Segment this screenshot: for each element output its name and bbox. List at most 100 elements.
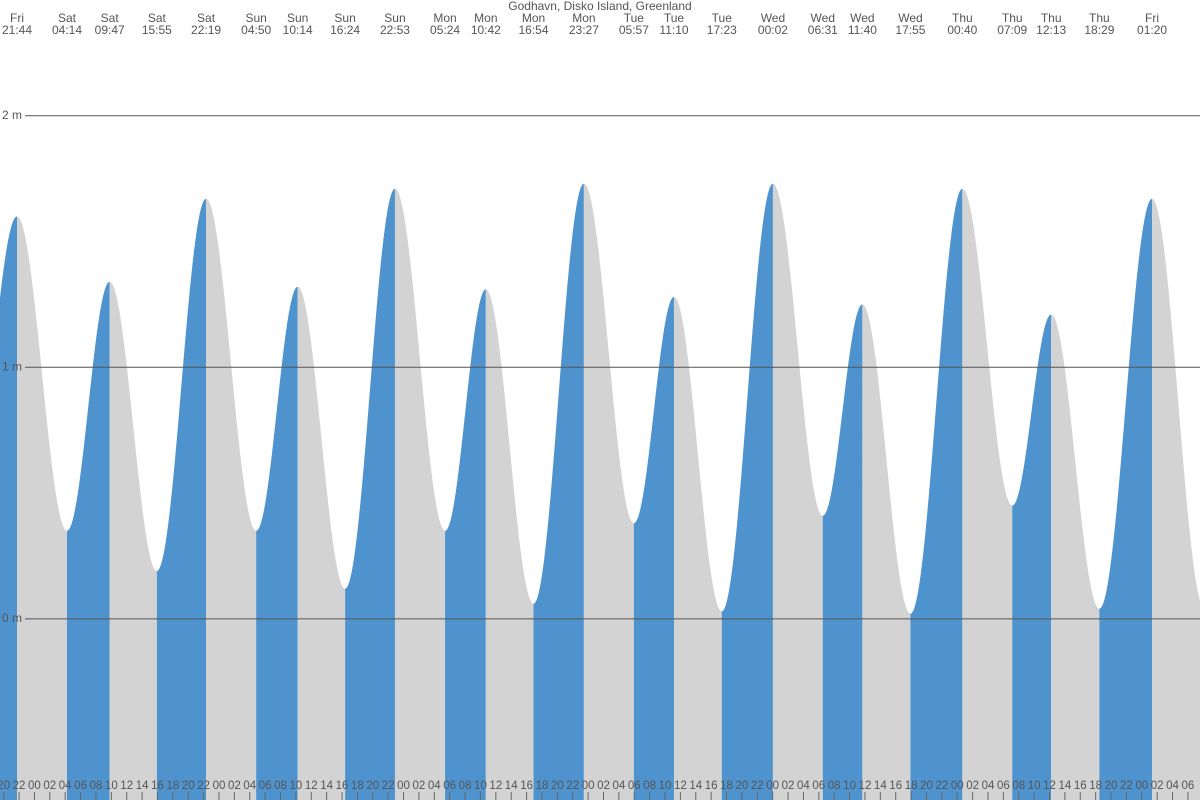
extreme-day: Sat (197, 11, 216, 25)
x-tick-label: 22 (751, 780, 764, 792)
extreme-time: 10:14 (283, 23, 313, 37)
y-tick-label: 0 m (2, 611, 22, 625)
x-tick-label: 06 (443, 780, 456, 792)
tide-segment (962, 188, 1013, 800)
extreme-time: 11:10 (659, 23, 688, 37)
x-tick-label: 08 (459, 780, 472, 792)
x-tick-label: 00 (28, 780, 41, 792)
x-tick-label: 00 (213, 780, 226, 792)
y-tick-label: 2 m (2, 108, 22, 122)
extreme-time: 16:24 (330, 23, 360, 37)
tide-segment (583, 183, 634, 800)
x-tick-label: 00 (397, 780, 410, 792)
extreme-day: Tue (624, 11, 645, 25)
extreme-time: 15:55 (142, 23, 172, 37)
x-tick-label: 04 (1166, 780, 1179, 792)
x-tick-label: 14 (136, 780, 149, 792)
x-tick-label: 16 (889, 780, 902, 792)
extreme-day: Sat (58, 11, 77, 25)
extreme-time: 06:31 (808, 23, 838, 37)
extreme-time: 21:44 (2, 23, 32, 37)
x-tick-label: 10 (105, 780, 118, 792)
extreme-time: 16:54 (518, 23, 548, 37)
x-tick-label: 02 (43, 780, 56, 792)
tide-segment (673, 296, 722, 800)
chart-title: Godhavn, Disko Island, Greenland (508, 0, 691, 13)
x-tick-label: 04 (612, 780, 625, 792)
extreme-day: Tue (712, 11, 733, 25)
extreme-time: 01:20 (1137, 23, 1167, 37)
x-tick-label: 18 (351, 780, 364, 792)
x-tick-label: 20 (920, 780, 933, 792)
x-tick-label: 22 (382, 780, 395, 792)
tide-segment (910, 188, 963, 800)
extreme-day: Mon (474, 11, 497, 25)
x-tick-label: 10 (1028, 780, 1041, 792)
x-tick-label: 08 (1012, 780, 1025, 792)
overlay: 0 m1 m2 mFri21:44Sat04:14Sat09:47Sat15:5… (0, 11, 1200, 800)
extreme-time: 10:42 (471, 23, 501, 37)
x-tick-label: 08 (828, 780, 841, 792)
extreme-time: 17:23 (707, 23, 737, 37)
x-tick-label: 14 (320, 780, 333, 792)
tide-segment (822, 304, 863, 800)
x-tick-label: 12 (489, 780, 502, 792)
tide-segment (445, 289, 486, 800)
x-tick-label: 20 (182, 780, 195, 792)
extreme-day: Thu (1002, 11, 1023, 25)
x-tick-label: 02 (597, 780, 610, 792)
x-tick-label: 16 (151, 780, 164, 792)
x-tick-label: 20 (0, 780, 10, 792)
tide-segment (17, 216, 67, 800)
extreme-time: 09:47 (95, 23, 125, 37)
extreme-time: 17:55 (895, 23, 925, 37)
extreme-day: Thu (952, 11, 973, 25)
y-tick-label: 1 m (2, 359, 22, 373)
tide-segment (1099, 198, 1153, 800)
x-tick-label: 16 (520, 780, 533, 792)
x-tick-label: 04 (428, 780, 441, 792)
x-tick-label: 14 (689, 780, 702, 792)
tide-segment (633, 296, 674, 800)
x-tick-label: 08 (90, 780, 103, 792)
x-tick-label: 20 (736, 780, 749, 792)
x-tick-label: 16 (336, 780, 349, 792)
x-tick-label: 08 (274, 780, 287, 792)
tide-segment (206, 198, 257, 800)
extreme-time: 04:14 (52, 23, 82, 37)
x-tick-label: 18 (1089, 780, 1102, 792)
x-tick-label: 10 (843, 780, 856, 792)
tide-segment (485, 289, 534, 800)
x-tick-label: 02 (1151, 780, 1164, 792)
extreme-day: Sun (384, 11, 405, 25)
x-tick-label: 06 (1182, 780, 1195, 792)
tide-segment (394, 188, 446, 800)
extreme-day: Wed (898, 11, 922, 25)
extreme-day: Sun (334, 11, 355, 25)
x-tick-label: 04 (797, 780, 810, 792)
extreme-day: Fri (1145, 11, 1159, 25)
x-tick-label: 16 (705, 780, 718, 792)
tide-segment (0, 216, 17, 800)
x-tick-label: 04 (982, 780, 995, 792)
x-tick-label: 18 (166, 780, 179, 792)
tide-segment (156, 198, 207, 800)
x-tick-label: 04 (243, 780, 256, 792)
tide-segment (1152, 198, 1200, 800)
extreme-time: 07:09 (997, 23, 1027, 37)
tide-segment (862, 304, 911, 800)
extreme-day: Fri (10, 11, 24, 25)
x-tick-label: 00 (1135, 780, 1148, 792)
x-tick-label: 12 (674, 780, 687, 792)
x-tick-label: 06 (997, 780, 1010, 792)
x-tick-label: 02 (966, 780, 979, 792)
x-tick-label: 10 (659, 780, 672, 792)
x-tick-label: 02 (782, 780, 795, 792)
extreme-time: 22:19 (191, 23, 221, 37)
extreme-time: 22:53 (380, 23, 410, 37)
tide-segment (66, 281, 110, 800)
x-tick-label: 02 (413, 780, 426, 792)
extreme-day: Wed (761, 11, 785, 25)
